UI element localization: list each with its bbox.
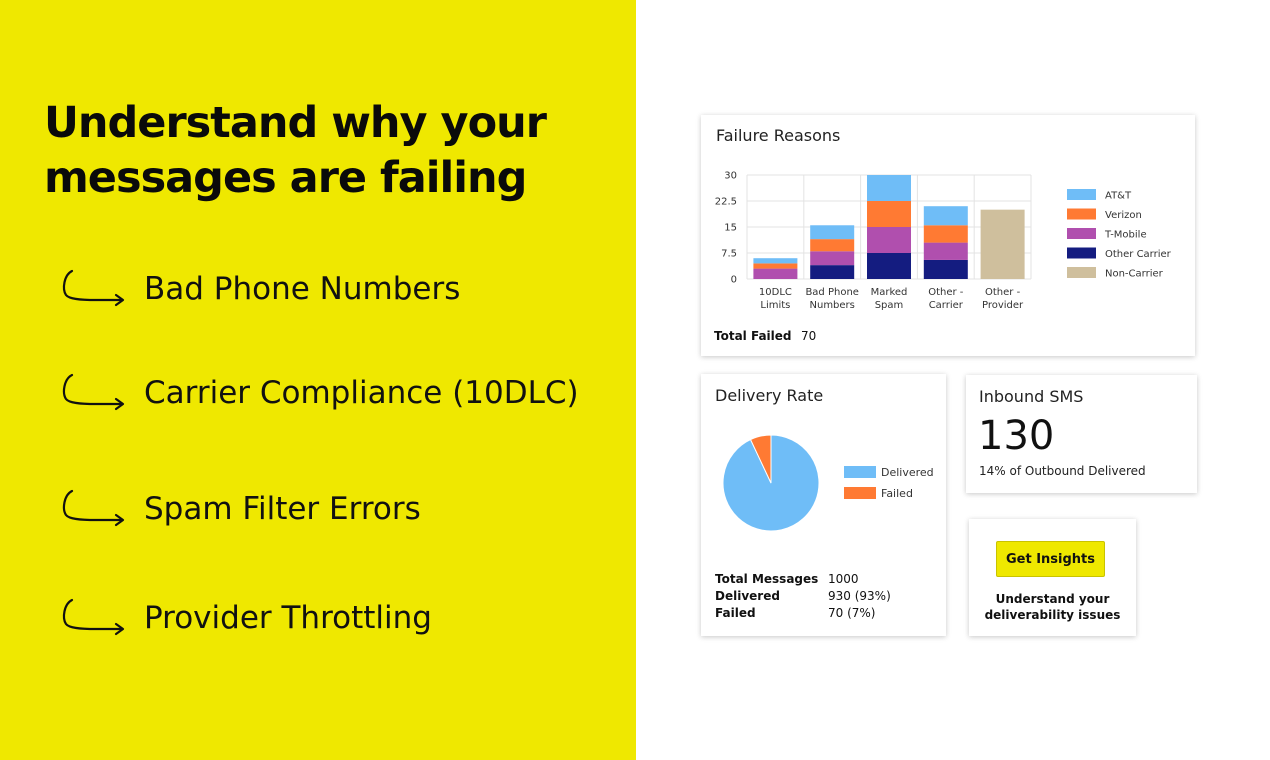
inbound-sms-subtitle: 14% of Outbound Delivered <box>979 464 1146 478</box>
legend-label: Non-Carrier <box>1105 269 1164 280</box>
x-tick-label: Numbers <box>810 300 855 311</box>
reason-item-provider-throttling: Provider Throttling <box>60 594 620 642</box>
reason-label: Carrier Compliance (10DLC) <box>144 375 579 411</box>
delivery-rate-card: Delivery Rate Delivered Failed Total Mess… <box>701 374 946 636</box>
delivery-rate-title: Delivery Rate <box>715 386 824 405</box>
legend-swatch <box>1067 247 1096 259</box>
hero-title-line-2: messages are failing <box>44 153 527 203</box>
bar-segment <box>923 259 968 279</box>
curved-arrow-icon <box>62 373 125 411</box>
reason-label: Provider Throttling <box>144 600 432 636</box>
bar-segment <box>980 209 1025 279</box>
insights-caption: Understand your deliverability issues <box>973 591 1132 623</box>
x-tick-label: Other - <box>928 287 964 298</box>
curved-arrow-icon <box>62 269 125 307</box>
bar-segment <box>867 175 911 201</box>
bar-segment <box>923 206 968 226</box>
delivered-value: 930 (93%) <box>828 589 891 603</box>
delivery-pie-chart: Delivered Failed <box>722 434 934 532</box>
failed-label: Failed <box>715 606 756 620</box>
failed-value: 70 (7%) <box>828 606 876 620</box>
total-failed-label: Total Failed <box>714 329 792 343</box>
bar-segment <box>867 201 911 227</box>
bar-segment <box>867 227 911 253</box>
legend-swatch <box>1067 228 1096 239</box>
legend-swatch <box>1067 208 1096 220</box>
total-messages-label: Total Messages <box>715 572 819 586</box>
hero-title-line-1: Understand why your <box>44 98 547 148</box>
bar-segment <box>753 268 798 279</box>
legend-swatch <box>844 466 876 478</box>
get-insights-button[interactable]: Get Insights <box>996 541 1105 577</box>
x-tick-label: Spam <box>875 300 904 311</box>
y-tick-label: 30 <box>724 171 737 182</box>
bar-segment <box>923 225 968 243</box>
insights-caption-line-2: deliverability issues <box>984 608 1121 622</box>
y-tick-label: 22.5 <box>715 197 737 208</box>
reason-item-bad-numbers: Bad Phone Numbers <box>60 265 620 313</box>
legend-swatch <box>1067 189 1096 200</box>
x-tick-label: 10DLC <box>759 287 792 298</box>
legend-label: T-Mobile <box>1104 230 1147 241</box>
legend-swatch <box>1067 267 1096 278</box>
x-tick-label: Provider <box>982 300 1024 311</box>
legend-swatch <box>844 487 876 499</box>
failure-reasons-title: Failure Reasons <box>716 126 841 145</box>
inbound-sms-value: 130 <box>978 413 1055 459</box>
reason-label: Spam Filter Errors <box>144 491 421 527</box>
failure-reasons-chart: 30 22.5 15 7.5 0 10DLC Limits Bad Phone Numbers M… <box>715 171 1172 312</box>
inbound-sms-title: Inbound SMS <box>979 387 1084 406</box>
legend-label: Delivered <box>881 466 934 479</box>
delivered-label: Delivered <box>715 589 780 603</box>
total-messages-value: 1000 <box>828 572 859 586</box>
y-tick-label: 15 <box>724 223 737 234</box>
legend-label: Failed <box>881 487 913 500</box>
bar-segment <box>810 239 855 252</box>
legend-label: Verizon <box>1105 210 1142 221</box>
bar-segment <box>867 253 911 279</box>
x-tick-label: Bad Phone <box>805 287 859 298</box>
bar-segment <box>810 265 855 279</box>
bar-segment <box>810 251 855 266</box>
curved-arrow-icon <box>62 598 125 636</box>
x-tick-label: Other - <box>985 287 1021 298</box>
total-failed-value: 70 <box>801 329 817 343</box>
pie-slice <box>749 434 772 484</box>
insights-caption-line-1: Understand your <box>995 592 1110 606</box>
failure-reasons-card: Failure Reasons 30 22.5 15 7.5 0 10DLC Limits B… <box>701 115 1195 356</box>
bar-segment <box>923 242 968 260</box>
x-tick-label: Limits <box>760 300 790 311</box>
curved-arrow-icon <box>62 489 125 527</box>
bar-segment <box>753 263 798 269</box>
legend-label: AT&T <box>1105 191 1132 202</box>
reason-item-carrier-compliance: Carrier Compliance (10DLC) <box>60 369 620 417</box>
bar-segment <box>753 258 798 264</box>
reason-label: Bad Phone Numbers <box>144 271 461 307</box>
legend-label: Other Carrier <box>1105 249 1172 260</box>
insights-card: Get Insights Understand your deliverabil… <box>969 519 1136 636</box>
reason-item-spam-filter: Spam Filter Errors <box>60 485 620 533</box>
x-tick-label: Marked <box>871 287 908 298</box>
hero-title: Understand why your messages are failing <box>44 96 624 206</box>
y-tick-label: 0 <box>731 275 737 286</box>
x-tick-label: Carrier <box>929 300 964 311</box>
y-tick-label: 7.5 <box>721 249 737 260</box>
hero-panel: Understand why your messages are failing… <box>0 0 636 760</box>
inbound-sms-card: Inbound SMS 130 14% of Outbound Delivere… <box>966 375 1197 493</box>
bar-segment <box>810 225 855 240</box>
